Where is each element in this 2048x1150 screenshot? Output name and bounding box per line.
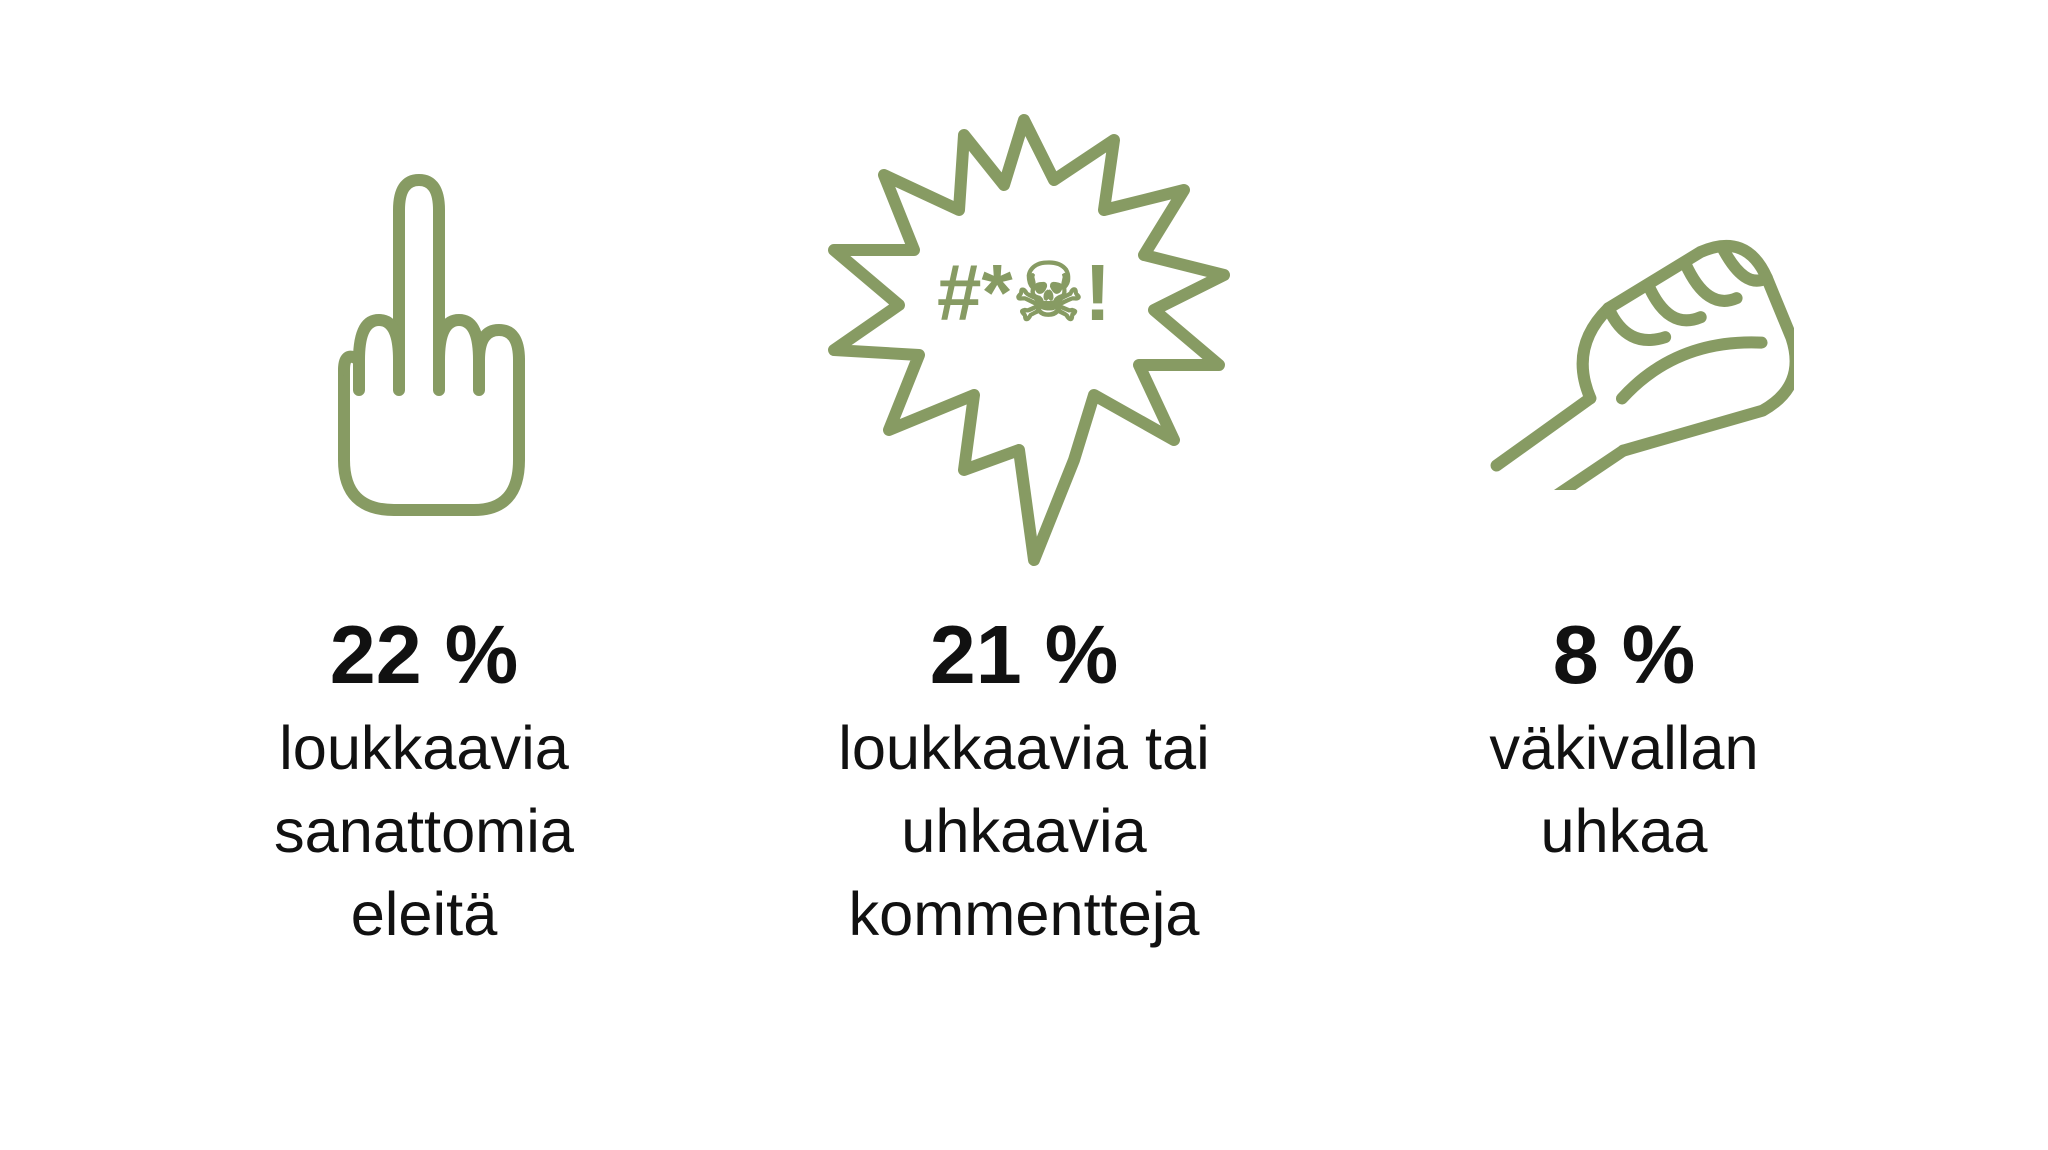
- stat-description: väkivallan uhkaa: [1489, 707, 1758, 873]
- stat-item-violence: 8 % väkivallan uhkaa: [1414, 70, 1834, 873]
- profanity-speech-bubble-icon: #*☠!: [804, 90, 1244, 590]
- stat-item-comments: #*☠! 21 % loukkaavia tai uhkaavia kommen…: [814, 70, 1234, 955]
- middle-finger-icon: [294, 160, 554, 520]
- stat-percentage: 21 %: [930, 610, 1118, 701]
- infographic-row: 22 % loukkaavia sanattomia eleitä #*☠! 2…: [0, 0, 2048, 1150]
- stat-percentage: 22 %: [330, 610, 518, 701]
- speech-bubble-text: #*☠!: [937, 248, 1111, 337]
- icon-slot: [1454, 70, 1794, 610]
- stat-description: loukkaavia tai uhkaavia kommentteja: [838, 707, 1210, 955]
- stat-description: loukkaavia sanattomia eleitä: [274, 707, 574, 955]
- icon-slot: [294, 70, 554, 610]
- fist-icon: [1454, 190, 1794, 490]
- stat-percentage: 8 %: [1553, 610, 1695, 701]
- icon-slot: #*☠!: [804, 70, 1244, 610]
- stat-item-gestures: 22 % loukkaavia sanattomia eleitä: [214, 70, 634, 955]
